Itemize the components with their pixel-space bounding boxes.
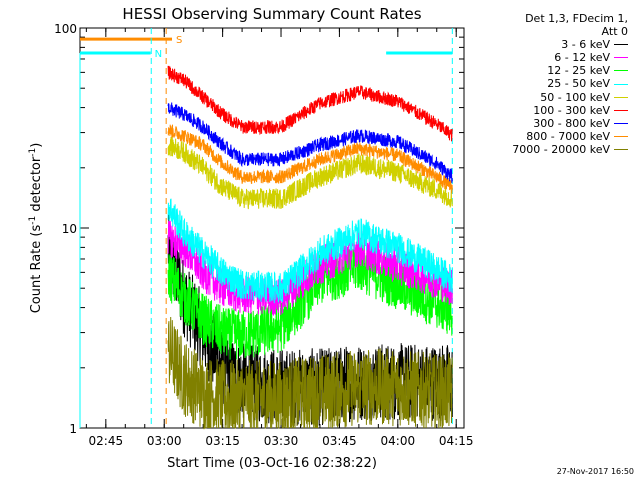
legend-header-line1: Det 1,3, FDecim 1, bbox=[525, 12, 628, 25]
flag-label: S bbox=[176, 35, 182, 46]
legend-swatch bbox=[614, 57, 628, 59]
legend-label: 25 - 50 keV bbox=[547, 77, 610, 91]
legend-swatch bbox=[614, 109, 628, 111]
legend-swatch bbox=[614, 122, 628, 124]
y-tick-label: 100 bbox=[54, 22, 77, 36]
x-tick-label: 04:15 bbox=[439, 434, 474, 448]
axis-ticks: 02:45 03:00 03:15 03:30 03:45 04:00 04:15 1 10 10… bbox=[54, 22, 473, 448]
legend-entry: 25 - 50 keV bbox=[468, 77, 628, 90]
legend-entry: 3 - 6 keV bbox=[468, 38, 628, 51]
legend-swatch bbox=[614, 44, 628, 46]
x-tick-label: 03:30 bbox=[264, 434, 299, 448]
legend: Det 1,3, FDecim 1, Att 0 3 - 6 keV 6 - 12… bbox=[468, 12, 628, 156]
x-tick-label: 03:00 bbox=[147, 434, 182, 448]
series-lines bbox=[167, 65, 453, 430]
legend-label: 800 - 7000 keV bbox=[526, 129, 610, 143]
x-tick-label: 03:15 bbox=[205, 434, 240, 448]
y-tick-label: 10 bbox=[62, 222, 77, 236]
chart-title: HESSI Observing Summary Count Rates bbox=[122, 5, 421, 23]
legend-label: 12 - 25 keV bbox=[547, 64, 610, 78]
x-axis-label: Start Time (03-Oct-16 02:38:22) bbox=[167, 456, 377, 471]
series-line-800-7000-kev bbox=[167, 124, 453, 194]
series-line-25-50-kev bbox=[167, 198, 453, 304]
legend-label: 300 - 800 keV bbox=[533, 116, 610, 130]
legend-header-line2: Att 0 bbox=[601, 25, 628, 39]
series-line-100-300-kev bbox=[167, 65, 453, 142]
date-stamp: 27-Nov-2017 16:50 bbox=[556, 467, 634, 476]
legend-entry: 800 - 7000 keV bbox=[468, 130, 628, 143]
legend-label: 50 - 100 keV bbox=[540, 90, 610, 104]
legend-entries: 3 - 6 keV 6 - 12 keV 12 - 25 keV 25 - 50 ke… bbox=[468, 38, 628, 156]
x-tick-label: 03:45 bbox=[322, 434, 357, 448]
legend-entry: 100 - 300 keV bbox=[468, 104, 628, 117]
legend-label: 100 - 300 keV bbox=[533, 103, 610, 117]
legend-swatch bbox=[614, 148, 628, 150]
y-tick-label: 1 bbox=[69, 422, 77, 436]
x-tick-label: 02:45 bbox=[89, 434, 124, 448]
series-line-7000-20000-kev bbox=[167, 316, 453, 430]
legend-label: 7000 - 20000 keV bbox=[512, 142, 610, 156]
series-line-300-800-kev bbox=[167, 102, 453, 183]
legend-swatch bbox=[614, 83, 628, 85]
legend-swatch bbox=[614, 135, 628, 137]
legend-entry: 7000 - 20000 keV bbox=[468, 143, 628, 156]
y-axis-label: Count Rate (s-1 detector-1) bbox=[28, 143, 44, 314]
legend-swatch bbox=[614, 70, 628, 72]
flag-label: N bbox=[155, 49, 162, 60]
legend-entry: 50 - 100 keV bbox=[468, 91, 628, 104]
legend-label: 6 - 12 keV bbox=[554, 51, 610, 65]
flag-lines: SN bbox=[79, 28, 453, 428]
legend-entry: 6 - 12 keV bbox=[468, 51, 628, 64]
legend-entry: 300 - 800 keV bbox=[468, 117, 628, 130]
series-line-50-100-kev bbox=[167, 134, 453, 210]
x-tick-label: 04:00 bbox=[381, 434, 416, 448]
legend-swatch bbox=[614, 96, 628, 98]
legend-label: 3 - 6 keV bbox=[561, 38, 610, 52]
legend-entry: 12 - 25 keV bbox=[468, 64, 628, 77]
